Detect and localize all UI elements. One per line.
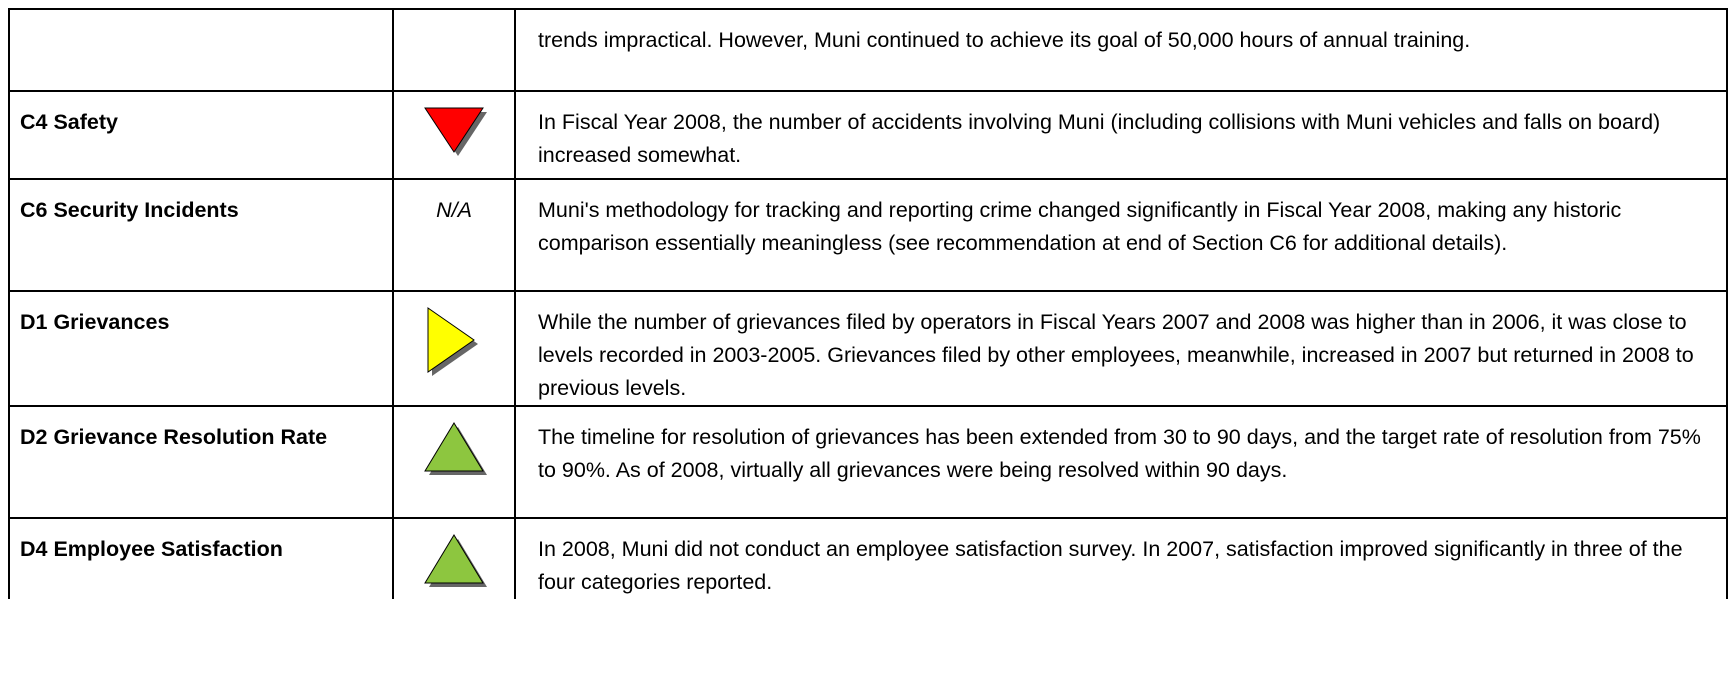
rating-cell: [392, 90, 516, 180]
description: While the number of grievances filed by …: [514, 290, 1728, 407]
table-row: D1 Grievances While the number of grieva…: [8, 290, 1728, 407]
description: In Fiscal Year 2008, the number of accid…: [514, 90, 1728, 180]
down-triangle-icon: [424, 107, 487, 156]
up-triangle-icon: [424, 422, 487, 475]
summary-table: trends impractical. However, Muni contin…: [8, 8, 1728, 599]
description: In 2008, Muni did not conduct an employe…: [514, 517, 1728, 599]
measure-cell: [8, 8, 394, 92]
rating-cell: [392, 8, 516, 92]
description: Muni's methodology for tracking and repo…: [514, 178, 1728, 292]
description: The timeline for resolution of grievance…: [514, 405, 1728, 519]
measure: C6 Security Incidents: [8, 178, 394, 292]
measure: D1 Grievances: [8, 290, 394, 407]
rating-cell: [392, 517, 516, 599]
measure: C4 Safety: [8, 90, 394, 180]
rating-cell: [392, 290, 516, 407]
up-triangle-icon: [424, 534, 487, 587]
rating-cell: [392, 405, 516, 519]
table-row: D4 Employee Satisfaction In 2008, Muni d…: [8, 517, 1728, 599]
measure: D2 Grievance Resolution Rate: [8, 405, 394, 519]
table-row: C4 Safety In Fiscal Year 2008, the numbe…: [8, 90, 1728, 180]
measure: D4 Employee Satisfaction: [8, 517, 394, 599]
rating: N/A: [392, 178, 516, 292]
table-row: D2 Grievance Resolution Rate The timelin…: [8, 405, 1728, 519]
description: trends impractical. However, Muni contin…: [514, 8, 1728, 92]
table-row: C6 Security Incidents N/A Muni's methodo…: [8, 178, 1728, 292]
table-row: trends impractical. However, Muni contin…: [8, 8, 1728, 92]
right-triangle-icon: [427, 307, 478, 376]
